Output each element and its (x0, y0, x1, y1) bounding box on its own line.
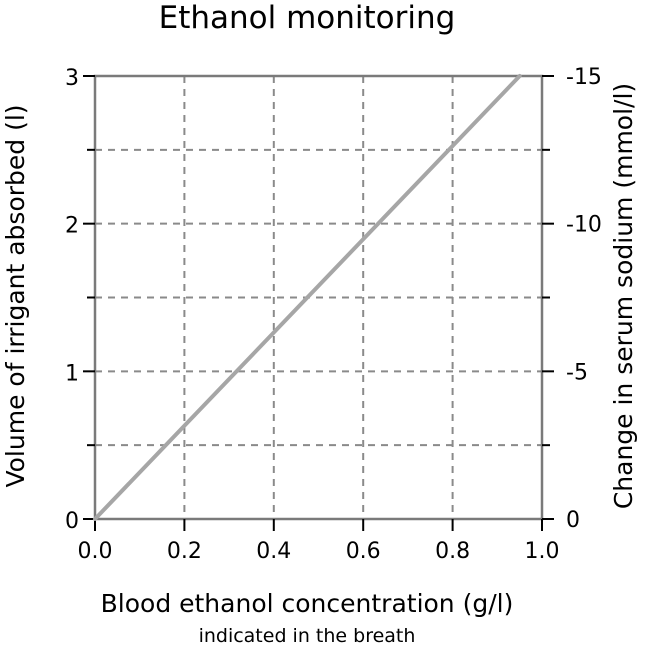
x-tick-label: 0.2 (167, 539, 202, 564)
y2-tick-label: -10 (566, 213, 602, 238)
y-tick-label: 3 (65, 66, 79, 91)
x-axis-sublabel: indicated in the breath (199, 625, 416, 647)
x-tick-label: 0.6 (346, 539, 381, 564)
chart-title: Ethanol monitoring (159, 0, 456, 36)
y2-tick-label: -15 (566, 65, 602, 90)
x-tick-label: 0.4 (256, 539, 291, 564)
y2-tick-label: -5 (566, 360, 588, 385)
y-axis-label: Volume of irrigant absorbed (l) (1, 104, 30, 487)
y2-tick-label: 0 (566, 508, 580, 533)
x-axis-label: Blood ethanol concentration (g/l) (101, 589, 514, 618)
x-tick-label: 1.0 (525, 539, 560, 564)
y2-axis-label: Change in serum sodium (mmol/l) (609, 83, 638, 509)
y-tick-label: 1 (65, 361, 79, 386)
axes (83, 74, 554, 531)
series-line (93, 74, 522, 521)
series-layer (93, 74, 522, 521)
grid (95, 76, 542, 519)
tick-labels: 0 1 2 3 0 -5 -10 -15 0.0 0.2 0.4 0.6 0.8 1.0 (65, 65, 602, 564)
x-tick-label: 0.0 (78, 539, 113, 564)
y-tick-label: 2 (65, 214, 79, 239)
x-tick-label: 0.8 (435, 539, 470, 564)
y-tick-label: 0 (65, 509, 79, 534)
